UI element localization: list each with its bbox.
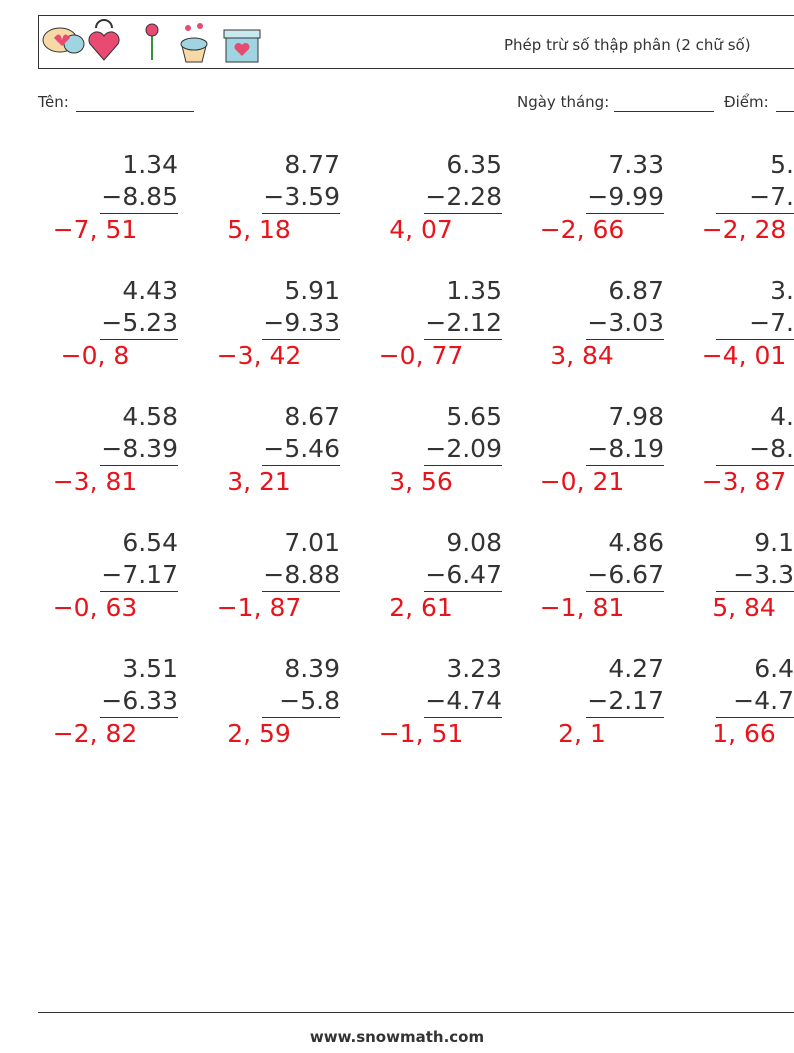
minuend: 5.65 — [446, 402, 502, 431]
minuend: 6.4 — [754, 654, 794, 683]
minuend: 4.86 — [608, 528, 664, 557]
minuend: 8.39 — [284, 654, 340, 683]
minuend: 6.54 — [122, 528, 178, 557]
subtrahend: −9.99 — [586, 181, 664, 214]
subtrahend: −6.47 — [424, 559, 502, 592]
name-blank — [76, 111, 194, 112]
minuend: 4.43 — [122, 276, 178, 305]
answer: 5, 18 — [227, 215, 291, 244]
subtrahend: −9.33 — [262, 307, 340, 340]
answer: 3, 84 — [550, 341, 614, 370]
header-icons — [42, 19, 261, 63]
answer: 5, 84 — [712, 593, 776, 622]
subtrahend: −6.67 — [586, 559, 664, 592]
score-label: Điểm: — [724, 93, 769, 111]
minuend: 4.27 — [608, 654, 664, 683]
minuend: 3.23 — [446, 654, 502, 683]
subtrahend: −4.7 — [716, 685, 794, 718]
answer: −2, 82 — [52, 719, 138, 748]
answer: −3, 42 — [216, 341, 302, 370]
minuend: 4.58 — [122, 402, 178, 431]
answer: −3, 87 — [701, 467, 787, 496]
subtrahend: −2.17 — [586, 685, 664, 718]
answer: 3, 56 — [389, 467, 453, 496]
answer: −0, 21 — [539, 467, 625, 496]
subtrahend: −8.88 — [262, 559, 340, 592]
subtrahend: −8. — [716, 433, 794, 466]
subtrahend: −3.59 — [262, 181, 340, 214]
date-blank — [614, 111, 714, 112]
score-blank — [776, 111, 794, 112]
minuend: 6.35 — [446, 150, 502, 179]
subtrahend: −4.74 — [424, 685, 502, 718]
minuend: 9.1 — [754, 528, 794, 557]
answer: 2, 1 — [558, 719, 606, 748]
minuend: 5. — [770, 150, 794, 179]
minuend: 7.98 — [608, 402, 664, 431]
minuend: 9.08 — [446, 528, 502, 557]
subtrahend: −3.3 — [716, 559, 794, 592]
answer: −4, 01 — [701, 341, 787, 370]
name-label: Tên: — [38, 93, 69, 111]
subtrahend: −8.19 — [586, 433, 664, 466]
answer: 3, 21 — [227, 467, 291, 496]
header-box — [38, 15, 794, 69]
minuend: 3. — [770, 276, 794, 305]
subtrahend: −7.17 — [100, 559, 178, 592]
answer: 2, 59 — [227, 719, 291, 748]
subtrahend: −5.23 — [100, 307, 178, 340]
subtrahend: −8.85 — [100, 181, 178, 214]
date-label: Ngày tháng: — [517, 93, 610, 111]
answer: −2, 66 — [539, 215, 625, 244]
minuend: 3.51 — [122, 654, 178, 683]
answer: −0, 63 — [52, 593, 138, 622]
answer: 1, 66 — [712, 719, 776, 748]
answer: −1, 51 — [378, 719, 464, 748]
answer: −2, 28 — [701, 215, 787, 244]
subtrahend: −2.09 — [424, 433, 502, 466]
minuend: 8.77 — [284, 150, 340, 179]
answer: −3, 81 — [52, 467, 138, 496]
minuend: 4. — [770, 402, 794, 431]
title: Phép trừ số thập phân (2 chữ số) — [504, 36, 751, 54]
minuend: 1.34 — [122, 150, 178, 179]
minuend: 6.87 — [608, 276, 664, 305]
answer: −0, 77 — [378, 341, 464, 370]
subtrahend: −7. — [716, 307, 794, 340]
subtrahend: −2.12 — [424, 307, 502, 340]
subtrahend: −7. — [716, 181, 794, 214]
minuend: 7.01 — [284, 528, 340, 557]
answer: 4, 07 — [389, 215, 453, 244]
minuend: 1.35 — [446, 276, 502, 305]
subtrahend: −5.46 — [262, 433, 340, 466]
minuend: 8.67 — [284, 402, 340, 431]
subtrahend: −3.03 — [586, 307, 664, 340]
footer-rule — [38, 1012, 794, 1013]
answer: −0, 8 — [60, 341, 130, 370]
answer: 2, 61 — [389, 593, 453, 622]
minuend: 7.33 — [608, 150, 664, 179]
subtrahend: −6.33 — [100, 685, 178, 718]
answer: −1, 81 — [539, 593, 625, 622]
subtrahend: −2.28 — [424, 181, 502, 214]
answer: −7, 51 — [52, 215, 138, 244]
subtrahend: −8.39 — [100, 433, 178, 466]
minuend: 5.91 — [284, 276, 340, 305]
footer: www.snowmath.com — [309, 1028, 485, 1046]
subtrahend: −5.8 — [262, 685, 340, 718]
answer: −1, 87 — [216, 593, 302, 622]
